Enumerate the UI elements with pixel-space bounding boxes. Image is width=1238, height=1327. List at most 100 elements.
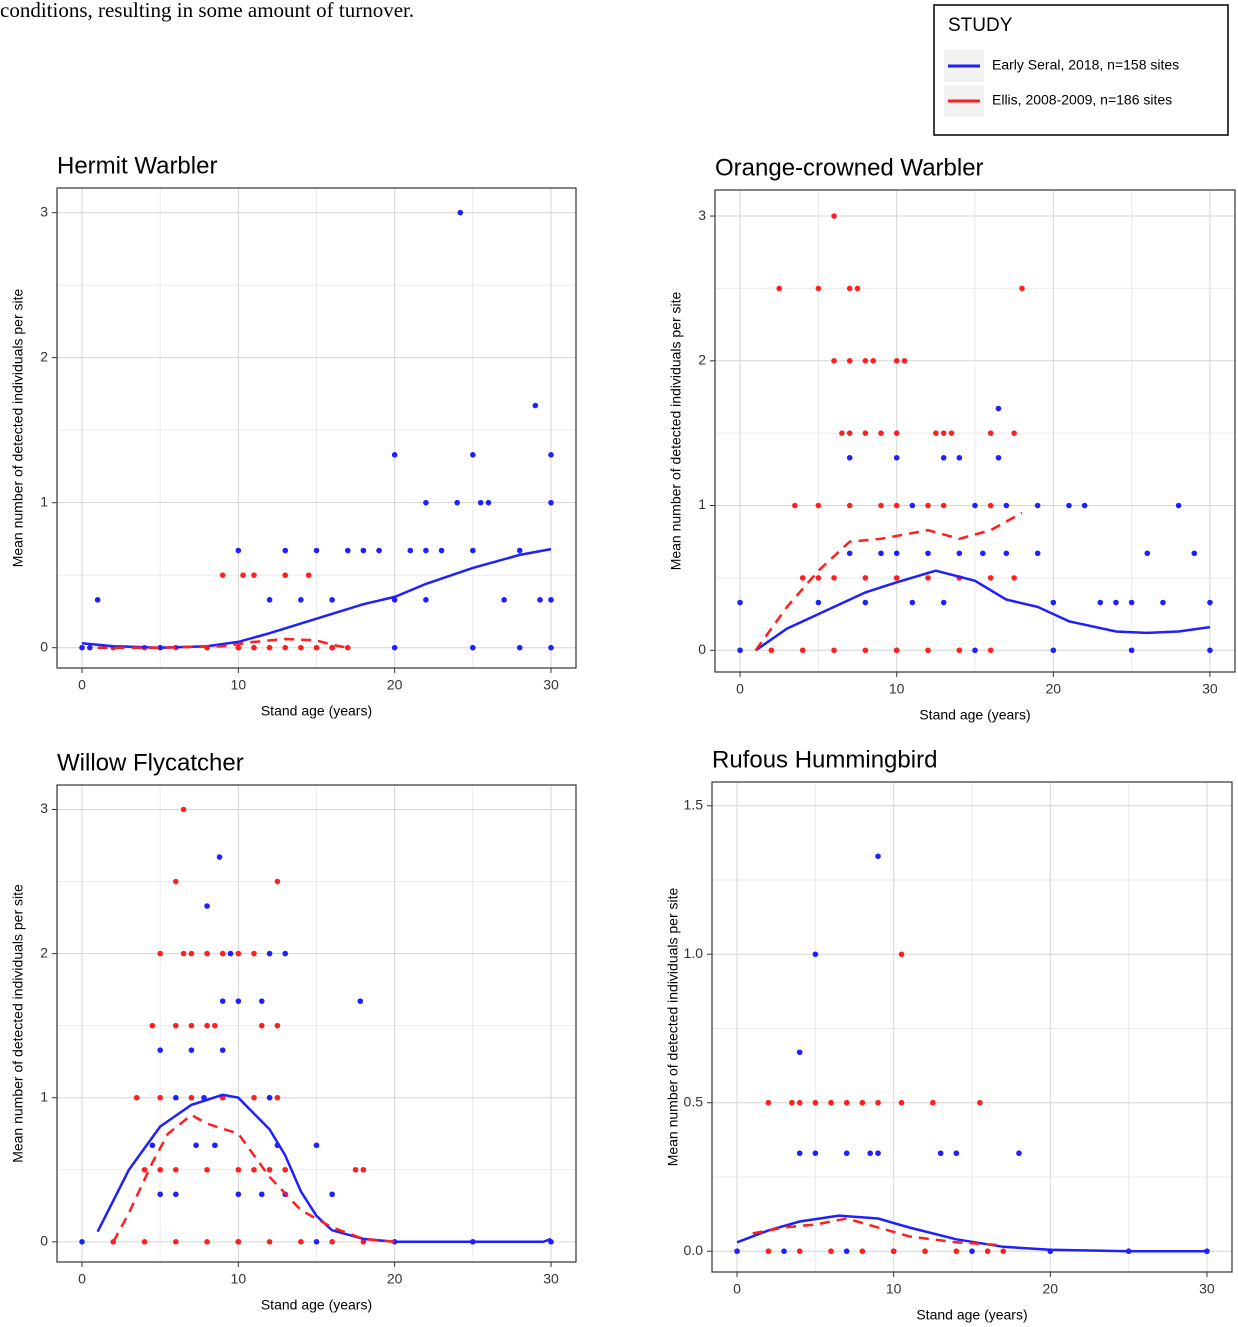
data-point: [329, 645, 335, 651]
data-point: [282, 1167, 288, 1173]
data-point: [259, 1023, 265, 1029]
data-point: [501, 597, 507, 603]
data-point: [957, 551, 963, 557]
data-point: [314, 1239, 320, 1245]
data-point: [517, 645, 523, 651]
data-point: [1001, 1248, 1007, 1254]
data-point: [831, 213, 837, 219]
data-point: [282, 645, 288, 651]
data-point: [813, 1100, 819, 1106]
chart-title: Hermit Warbler: [57, 152, 217, 179]
data-point: [142, 1167, 148, 1173]
data-point: [766, 1100, 772, 1106]
data-point: [847, 286, 853, 292]
data-point: [548, 597, 554, 603]
data-point: [220, 951, 226, 957]
data-point: [251, 1167, 257, 1173]
data-point: [797, 1049, 803, 1055]
y-tick-label: 0.5: [684, 1093, 704, 1109]
data-point: [228, 951, 234, 957]
data-point: [813, 951, 819, 957]
data-point: [969, 1248, 975, 1254]
data-point: [831, 575, 837, 581]
y-tick-label: 0: [698, 641, 706, 657]
data-point: [298, 597, 304, 603]
data-point: [458, 210, 464, 216]
data-point: [275, 1095, 281, 1101]
y-tick-label: 1: [698, 496, 706, 512]
x-axis-label: Stand age (years): [916, 1307, 1027, 1323]
data-point: [204, 903, 210, 909]
x-tick-label: 10: [231, 677, 247, 693]
data-point: [1004, 551, 1010, 557]
data-point: [189, 951, 195, 957]
data-point: [797, 1150, 803, 1156]
data-point: [1098, 600, 1104, 606]
data-point: [769, 647, 775, 653]
y-axis-label: Mean number of detected individuals per …: [10, 288, 26, 567]
data-point: [251, 645, 257, 651]
data-point: [267, 1239, 273, 1245]
data-point: [894, 551, 900, 557]
data-point: [1113, 600, 1119, 606]
y-tick-label: 0: [40, 638, 48, 654]
chart-title: Rufous Hummingbird: [712, 746, 937, 773]
data-point: [275, 1023, 281, 1029]
chart-title: Willow Flycatcher: [57, 749, 244, 776]
data-point: [240, 572, 246, 578]
data-point: [548, 452, 554, 458]
y-tick-label: 3: [698, 207, 706, 223]
data-point: [282, 548, 288, 554]
y-tick-label: 1.5: [684, 796, 704, 812]
x-tick-label: 0: [736, 681, 744, 697]
data-point: [275, 879, 281, 885]
data-point: [236, 998, 242, 1004]
figure: conditions, resulting in some amount of …: [0, 0, 1238, 1327]
data-point: [988, 503, 994, 509]
data-point: [220, 998, 226, 1004]
data-point: [173, 1167, 179, 1173]
data-point: [282, 951, 288, 957]
data-point: [870, 358, 876, 364]
data-point: [941, 600, 947, 606]
legend-title: STUDY: [948, 15, 1013, 36]
x-tick-label: 30: [543, 1271, 559, 1287]
data-point: [423, 500, 429, 506]
data-point: [236, 951, 242, 957]
data-point: [766, 1248, 772, 1254]
data-point: [894, 430, 900, 436]
data-point: [79, 645, 85, 651]
data-point: [972, 503, 978, 509]
x-axis-label: Stand age (years): [261, 1297, 372, 1313]
data-point: [236, 1239, 242, 1245]
data-point: [150, 1142, 156, 1148]
data-point: [894, 503, 900, 509]
data-point: [792, 503, 798, 509]
data-point: [470, 452, 476, 458]
data-point: [954, 1150, 960, 1156]
data-point: [548, 500, 554, 506]
data-point: [972, 647, 978, 653]
data-point: [860, 1100, 866, 1106]
data-point: [478, 500, 484, 506]
data-point: [1011, 430, 1017, 436]
data-point: [189, 1095, 195, 1101]
data-point: [157, 1095, 163, 1101]
data-point: [980, 551, 986, 557]
data-point: [353, 1167, 359, 1173]
data-point: [847, 551, 853, 557]
data-point: [470, 548, 476, 554]
x-tick-label: 0: [733, 1281, 741, 1297]
data-point: [847, 503, 853, 509]
data-point: [204, 1167, 210, 1173]
data-point: [423, 548, 429, 554]
x-tick-label: 30: [543, 677, 559, 693]
data-point: [925, 503, 931, 509]
data-point: [548, 645, 554, 651]
data-point: [392, 645, 398, 651]
data-point: [734, 1248, 740, 1254]
data-point: [212, 1023, 218, 1029]
data-point: [217, 854, 223, 860]
y-tick-label: 1: [40, 1088, 48, 1104]
data-point: [1019, 286, 1025, 292]
